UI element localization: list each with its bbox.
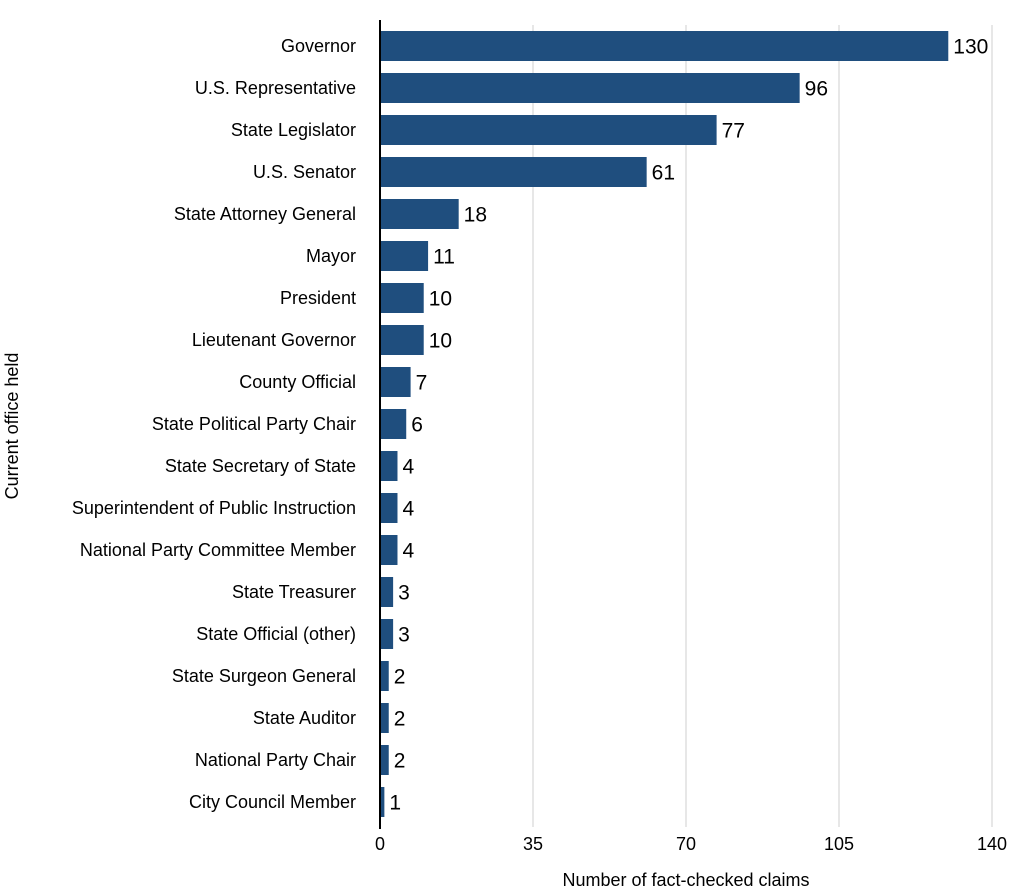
category-label: State Legislator xyxy=(231,120,356,140)
bar xyxy=(380,31,949,61)
x-tick-label: 35 xyxy=(523,834,543,854)
data-label: 1 xyxy=(389,792,401,815)
data-label: 10 xyxy=(429,330,452,353)
category-label: Mayor xyxy=(306,246,356,266)
bar xyxy=(380,493,398,523)
bar xyxy=(380,745,389,775)
data-label: 4 xyxy=(402,498,414,521)
bar xyxy=(380,535,398,565)
bar xyxy=(380,661,389,691)
bar xyxy=(380,619,394,649)
data-label: 2 xyxy=(394,750,406,773)
bar xyxy=(380,73,800,103)
category-label: State Surgeon General xyxy=(172,666,356,686)
bar xyxy=(380,703,389,733)
bar xyxy=(380,199,459,229)
gridlines xyxy=(532,25,993,827)
category-label: State Attorney General xyxy=(174,204,356,224)
bar xyxy=(380,451,398,481)
x-tick-label: 0 xyxy=(375,834,385,854)
bar xyxy=(380,367,411,397)
category-label: National Party Committee Member xyxy=(80,540,356,560)
category-label: National Party Chair xyxy=(195,750,356,770)
data-label: 18 xyxy=(464,204,487,227)
category-label: Superintendent of Public Instruction xyxy=(72,498,356,518)
bar xyxy=(380,157,647,187)
x-tick-label: 140 xyxy=(977,834,1007,854)
data-label: 4 xyxy=(402,456,414,479)
bars xyxy=(380,31,949,817)
category-label: Governor xyxy=(281,36,356,56)
category-label: State Secretary of State xyxy=(165,456,356,476)
bar xyxy=(380,241,429,271)
category-label: City Council Member xyxy=(189,792,356,812)
bar xyxy=(380,325,424,355)
data-label: 7 xyxy=(416,372,428,395)
category-label: State Official (other) xyxy=(196,624,356,644)
data-label: 77 xyxy=(722,120,745,143)
data-label: 2 xyxy=(394,666,406,689)
bar xyxy=(380,409,407,439)
data-label: 4 xyxy=(402,540,414,563)
bar xyxy=(380,577,394,607)
category-label: Lieutenant Governor xyxy=(192,330,356,350)
bar xyxy=(380,787,385,817)
data-label: 130 xyxy=(953,36,988,59)
y-axis-title: Current office held xyxy=(2,353,22,500)
data-label: 10 xyxy=(429,288,452,311)
data-label: 61 xyxy=(652,162,675,185)
x-tick-labels: 0 35 70 105 140 xyxy=(375,834,1007,854)
category-label: U.S. Representative xyxy=(195,78,356,98)
category-label: President xyxy=(280,288,356,308)
category-label: County Official xyxy=(239,372,356,392)
data-label: 6 xyxy=(411,414,423,437)
category-label: State Auditor xyxy=(253,708,356,728)
x-tick-label: 105 xyxy=(824,834,854,854)
data-label: 3 xyxy=(398,624,410,647)
data-label: 11 xyxy=(433,246,455,269)
data-label: 96 xyxy=(805,78,828,101)
bar xyxy=(380,283,424,313)
category-label: State Treasurer xyxy=(232,582,356,602)
data-label: 3 xyxy=(398,582,410,605)
category-labels: Governor U.S. Representative State Legisla… xyxy=(72,36,356,812)
category-label: U.S. Senator xyxy=(253,162,356,182)
x-tick-label: 70 xyxy=(676,834,696,854)
bar xyxy=(380,115,717,145)
category-label: State Political Party Chair xyxy=(152,414,356,434)
data-label: 2 xyxy=(394,708,406,731)
x-axis-title: Number of fact-checked claims xyxy=(562,870,809,890)
